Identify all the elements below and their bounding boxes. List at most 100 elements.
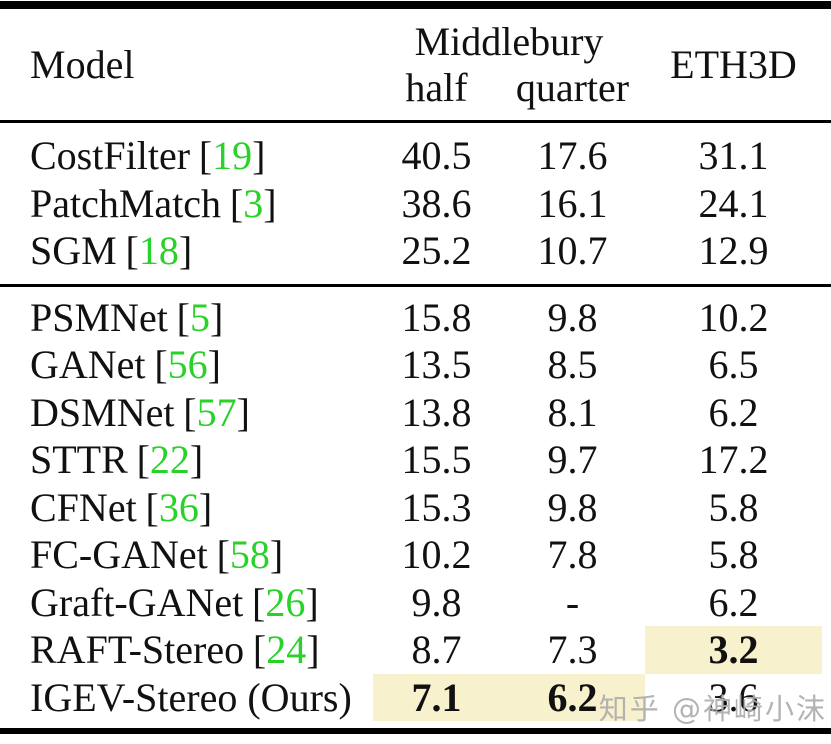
citation-bracket-close: ]: [306, 627, 320, 673]
model-cell: SGM[18]: [0, 227, 373, 275]
citation-number: 18: [138, 228, 179, 274]
eth3d-cell: 10.2: [645, 294, 822, 342]
citation-bracket-open: [: [183, 389, 197, 435]
eth3d-cell: 5.8: [645, 531, 822, 579]
quarter-cell: 9.8: [500, 484, 645, 532]
header-separator-rule: [0, 120, 831, 123]
half-value: 25.2: [401, 228, 472, 274]
half-cell: 25.2: [373, 227, 500, 275]
half-cell: 7.1: [373, 673, 500, 721]
table-row: PSMNet[5] 15.8 9.8 10.2: [0, 294, 831, 342]
quarter-value: 10.7: [537, 228, 608, 274]
table-row: Graft-GANet[26] 9.8 - 6.2: [0, 579, 831, 627]
model-cell: IGEV-Stereo (Ours): [0, 674, 373, 722]
row-right-margin: [822, 180, 831, 228]
eth3d-cell: 6.5: [645, 341, 822, 389]
citation-number: 56: [167, 342, 208, 388]
eth3d-value: 6.2: [708, 389, 759, 435]
citation-bracket-close: ]: [189, 437, 204, 483]
model-cell: CostFilter[19]: [0, 132, 373, 180]
eth3d-value: 5.8: [708, 484, 759, 530]
quarter-cell: 16.1: [500, 180, 645, 228]
quarter-cell: 7.8: [500, 531, 645, 579]
table-row: STTR[22] 15.5 9.7 17.2: [0, 436, 831, 484]
model-cell: PSMNet[5]: [0, 294, 373, 342]
model-cell: RAFT-Stereo[24]: [0, 626, 373, 674]
quarter-cell: 8.1: [500, 389, 645, 437]
quarter-value: 9.7: [547, 437, 598, 483]
table-row: SGM[18] 25.2 10.7 12.9: [0, 227, 831, 275]
table-row: RAFT-Stereo[24] 8.7 7.3 3.2: [0, 626, 831, 674]
row-right-margin: [822, 294, 831, 342]
half-cell: 9.8: [373, 579, 500, 627]
citation-bracket-open: [: [216, 532, 230, 578]
quarter-cell: 9.7: [500, 436, 645, 484]
eth3d-value: 31.1: [698, 133, 769, 179]
half-cell: 15.3: [373, 484, 500, 532]
table-header: Model Middlebury half quarter ETH3D: [0, 9, 831, 120]
citation-bracket-close: ]: [305, 579, 319, 625]
half-value: 40.5: [401, 133, 472, 179]
model-name: RAFT-Stereo: [30, 627, 245, 673]
citation-bracket-open: [: [229, 180, 244, 226]
citation-number: 26: [265, 579, 306, 625]
citation-bracket-close: ]: [178, 228, 193, 274]
quarter-cell: 6.2: [500, 673, 645, 721]
citation-number: 36: [158, 484, 199, 530]
half-cell: 8.7: [373, 626, 500, 674]
quarter-value: 7.3: [547, 627, 598, 673]
model-name: CostFilter: [30, 133, 191, 179]
row-right-margin: [822, 484, 831, 532]
row-right-margin: [822, 531, 831, 579]
row-right-margin: [822, 579, 831, 627]
model-cell: STTR[22]: [0, 436, 373, 484]
eth3d-cell: 5.8: [645, 484, 822, 532]
eth3d-cell: 3.6: [645, 674, 822, 722]
model-name: GANet: [30, 342, 146, 388]
eth3d-cell: 24.1: [645, 180, 822, 228]
eth3d-cell: 6.2: [645, 579, 822, 627]
half-cell: 10.2: [373, 531, 500, 579]
quarter-cell: 17.6: [500, 132, 645, 180]
model-cell: DSMNet[57]: [0, 389, 373, 437]
citation-number: 3: [243, 180, 264, 226]
header-middlebury-group: Middlebury half quarter: [373, 9, 645, 120]
quarter-value: -: [565, 579, 580, 625]
quarter-value: 6.2: [547, 674, 598, 720]
citation-bracket-close: ]: [207, 342, 221, 388]
half-cell: 15.8: [373, 294, 500, 342]
half-value: 38.6: [401, 180, 472, 226]
half-value: 15.3: [401, 484, 472, 530]
half-value: 13.5: [401, 342, 472, 388]
citation-number: 19: [212, 133, 253, 179]
half-cell: 13.5: [373, 341, 500, 389]
eth3d-value: 24.1: [698, 180, 769, 226]
row-right-margin: [822, 436, 831, 484]
quarter-value: 9.8: [547, 484, 598, 530]
header-eth3d-cell: ETH3D: [645, 9, 822, 120]
table-group-learning: PSMNet[5] 15.8 9.8 10.2 GANet[56] 13.5 8.5 6.5 D…: [0, 287, 831, 729]
model-name: CFNet: [30, 484, 137, 530]
half-cell: 15.5: [373, 436, 500, 484]
citation-number: 22: [149, 437, 190, 483]
table-top-rule: [0, 1, 831, 9]
model-name: STTR: [30, 437, 128, 483]
citation-bracket-open: [: [252, 579, 266, 625]
half-cell: 13.8: [373, 389, 500, 437]
header-middlebury-subcolumns: half quarter: [373, 65, 645, 111]
row-right-margin: [822, 132, 831, 180]
citation-bracket-close: ]: [269, 532, 284, 578]
model-cell: CFNet[36]: [0, 484, 373, 532]
table-bottom-rule: [0, 728, 831, 734]
half-value: 15.5: [401, 437, 472, 483]
eth3d-value: 3.2: [708, 627, 759, 673]
table-row: CFNet[36] 15.3 9.8 5.8: [0, 484, 831, 532]
header-eth3d-label: ETH3D: [670, 42, 797, 87]
half-value: 10.2: [401, 532, 472, 578]
model-cell: FC-GANet[58]: [0, 531, 373, 579]
header-model-cell: Model: [0, 9, 373, 120]
citation-bracket-open: [: [125, 228, 139, 274]
eth3d-value: 3.6: [708, 674, 759, 720]
row-right-margin: [822, 626, 831, 674]
